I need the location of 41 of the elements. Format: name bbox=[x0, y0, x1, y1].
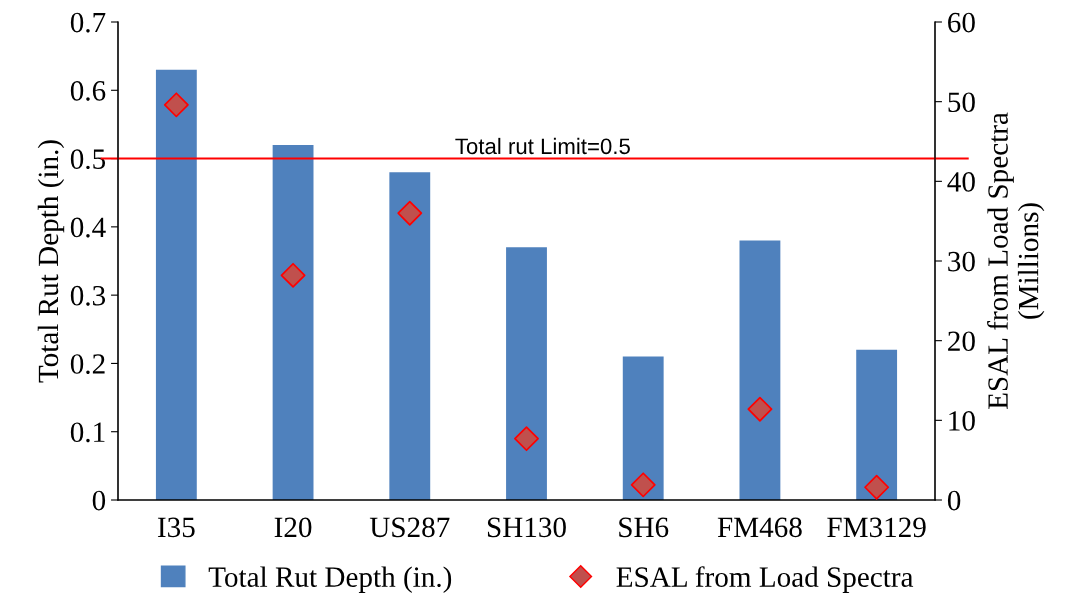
bar bbox=[155, 69, 197, 500]
y-tick-label: 0.4 bbox=[70, 217, 106, 238]
x-tick-label: FM3129 bbox=[827, 517, 926, 538]
x-tick-label: FM468 bbox=[717, 517, 802, 538]
y2-tick-label: 40 bbox=[947, 172, 975, 192]
y2-tick-label: 10 bbox=[949, 411, 975, 431]
bar bbox=[856, 349, 898, 500]
y-tick-label: 0.2 bbox=[70, 354, 105, 374]
x-tick-label: I20 bbox=[274, 517, 312, 538]
point bbox=[163, 92, 189, 118]
y-axis-title: Total Rut Depth (in.) bbox=[37, 140, 65, 383]
y2-tick-label: 60 bbox=[948, 12, 975, 33]
y-tick-label: 0.6 bbox=[70, 81, 106, 101]
y2-tick-label: 30 bbox=[948, 251, 975, 272]
y2-tick-label: 20 bbox=[948, 331, 975, 352]
bar bbox=[622, 356, 664, 500]
y-tick-label: 0.1 bbox=[70, 422, 105, 443]
y2-tick-label: 0 bbox=[947, 490, 961, 511]
point bbox=[864, 474, 890, 500]
bar bbox=[506, 247, 547, 500]
legend-label: ESAL from Load Spectra bbox=[616, 566, 914, 593]
point bbox=[397, 200, 423, 226]
y-tick-label: 0.5 bbox=[70, 149, 106, 170]
point bbox=[630, 472, 656, 498]
x-tick-label: SH130 bbox=[487, 517, 566, 538]
y-tick-label: 0.3 bbox=[70, 285, 106, 306]
point bbox=[747, 396, 773, 422]
y2-axis-title: ESAL from Load Spectra (Millions) bbox=[987, 112, 1045, 410]
ref-line-label: Total rut Limit=0.5 bbox=[455, 137, 630, 155]
bar bbox=[272, 144, 314, 500]
y-tick-label: 0.7 bbox=[70, 12, 106, 33]
bar bbox=[389, 172, 431, 500]
bar bbox=[739, 240, 781, 500]
x-tick-label: SH6 bbox=[619, 517, 669, 538]
x-tick-label: US287 bbox=[369, 517, 450, 538]
point bbox=[280, 262, 306, 288]
y2-tick-label: 50 bbox=[948, 92, 975, 113]
x-tick-label: I35 bbox=[157, 517, 195, 538]
point bbox=[514, 426, 539, 452]
y-tick-label: 0 bbox=[92, 490, 106, 511]
legend-label: Total Rut Depth (in.) bbox=[208, 566, 452, 593]
